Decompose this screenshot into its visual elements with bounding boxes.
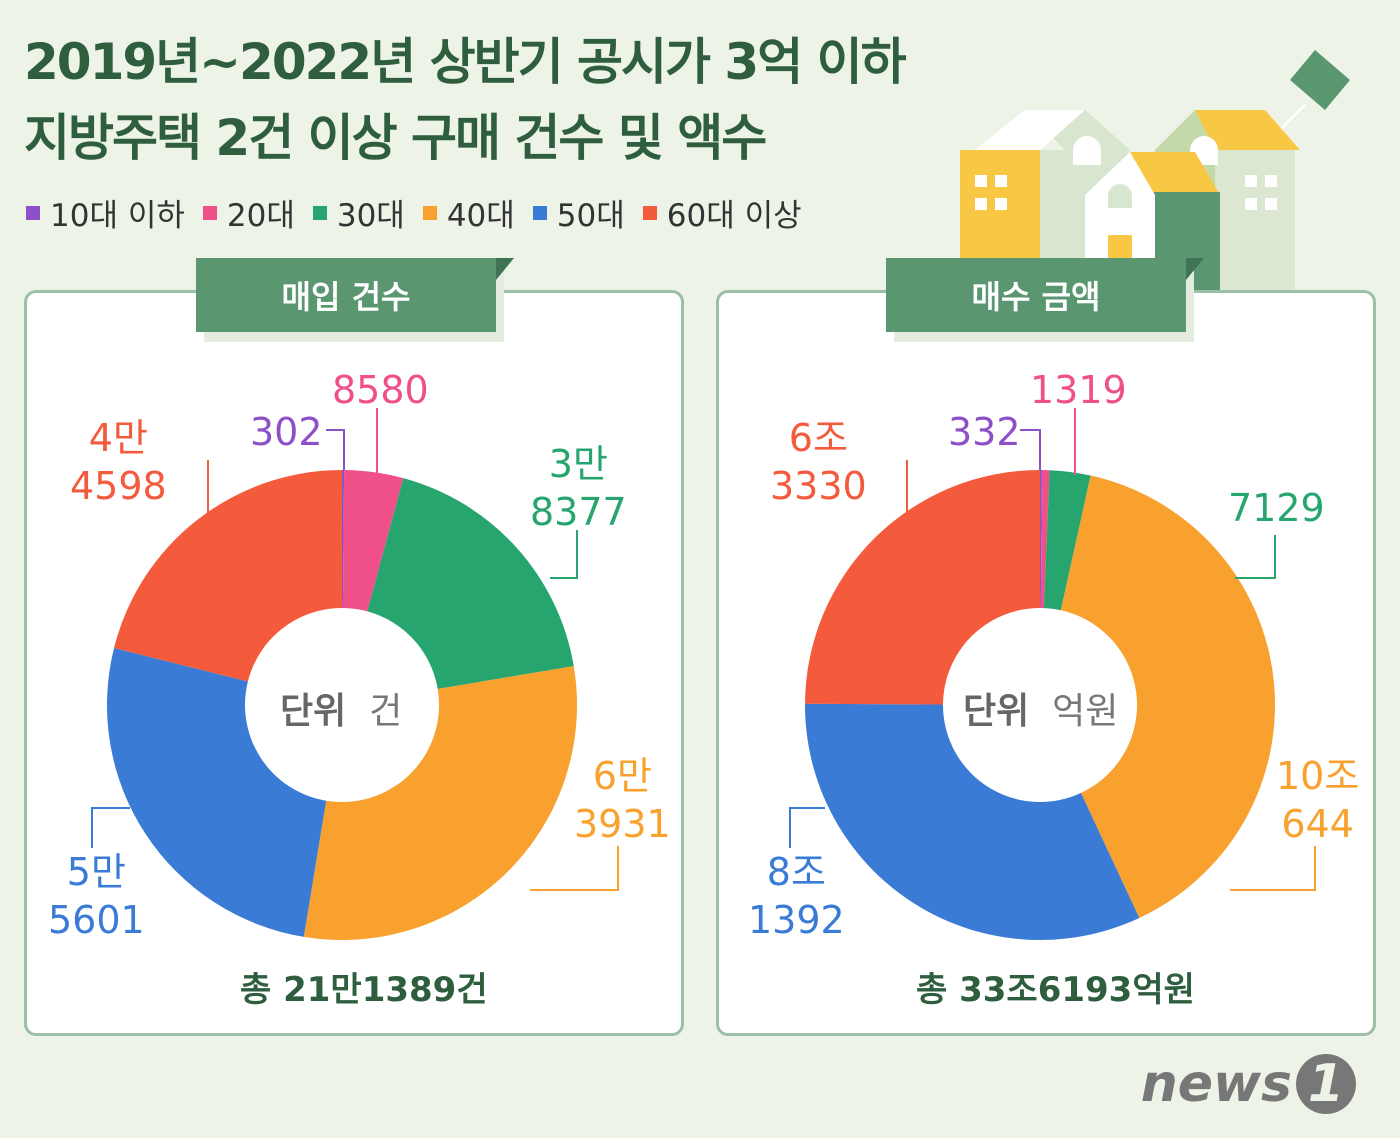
legend-swatch bbox=[26, 205, 40, 220]
legend-swatch bbox=[312, 205, 327, 220]
data-label-line: 4만 bbox=[88, 416, 148, 460]
center-label-count: 단위 건 bbox=[280, 682, 402, 734]
tab-purchase-amount: 매수 금액 bbox=[886, 258, 1204, 332]
data-label-60대 이상: 6조 3330 bbox=[770, 414, 867, 510]
legend-item: 50대 bbox=[532, 190, 625, 235]
data-label-50대: 8조 1392 bbox=[748, 848, 845, 944]
legend-label: 10대 이하 bbox=[50, 198, 185, 234]
legend-item: 40대 bbox=[422, 190, 515, 235]
legend-swatch bbox=[642, 205, 657, 220]
slice-40대 bbox=[1040, 475, 1275, 918]
center-label-amount: 단위 억원 bbox=[963, 682, 1118, 734]
legend-swatch bbox=[422, 205, 437, 220]
legend-item: 20대 bbox=[202, 190, 295, 235]
data-label-10대 이하: 302 bbox=[250, 408, 323, 456]
legend-item: 60대 이상 bbox=[642, 190, 802, 235]
legend-item: 30대 bbox=[312, 190, 405, 235]
leader-line bbox=[530, 846, 619, 891]
legend-label: 50대 bbox=[556, 198, 625, 234]
data-label-line: 644 bbox=[1281, 802, 1354, 846]
legend-label: 30대 bbox=[336, 198, 405, 234]
logo-mark: 1 bbox=[1296, 1054, 1356, 1114]
leader-line bbox=[1230, 846, 1316, 891]
legend: 10대 이하 20대 30대 40대 50대 60대 이상 bbox=[26, 190, 802, 235]
title-line-1: 2019년~2022년 상반기 공시가 3억 이하 bbox=[24, 33, 907, 91]
data-label-line: 8580 bbox=[332, 368, 429, 412]
legend-swatch bbox=[532, 205, 547, 220]
data-label-line: 6조 bbox=[788, 416, 848, 460]
data-label-line: 8377 bbox=[530, 490, 627, 534]
title-line-2: 지방주택 2건 이상 구매 건수 및 액수 bbox=[24, 109, 767, 167]
news1-logo: news 1 bbox=[1141, 1054, 1356, 1114]
data-label-line: 7129 bbox=[1228, 486, 1325, 530]
data-label-line: 332 bbox=[948, 410, 1021, 454]
data-label-40대: 6만 3931 bbox=[574, 752, 671, 848]
leader-line bbox=[550, 530, 578, 579]
unit-key: 단위 bbox=[280, 691, 347, 732]
legend-label: 20대 bbox=[226, 198, 295, 234]
data-label-line: 1392 bbox=[748, 898, 845, 942]
leader-line bbox=[1235, 535, 1276, 579]
leader-line bbox=[789, 807, 825, 848]
leader-line bbox=[91, 807, 130, 848]
data-label-10대 이하: 332 bbox=[948, 408, 1021, 456]
data-label-line: 8조 bbox=[766, 850, 826, 894]
data-label-line: 10조 bbox=[1276, 754, 1360, 798]
logo-text: news bbox=[1140, 1054, 1292, 1114]
data-label-line: 6만 bbox=[592, 754, 652, 798]
donut-hole bbox=[943, 608, 1137, 802]
legend-label: 40대 bbox=[446, 198, 515, 234]
total-count: 총 21만1389건 bbox=[240, 970, 488, 1010]
data-label-line: 3330 bbox=[770, 464, 867, 508]
data-label-40대: 10조 644 bbox=[1276, 752, 1359, 848]
total-amount: 총 33조6193억원 bbox=[916, 970, 1195, 1010]
leader-line bbox=[1020, 429, 1041, 470]
data-label-line: 5601 bbox=[48, 898, 145, 942]
data-label-50대: 5만 5601 bbox=[48, 848, 145, 944]
data-label-line: 3만 bbox=[548, 442, 608, 486]
data-label-line: 1319 bbox=[1030, 368, 1127, 412]
unit-value: 건 bbox=[369, 691, 403, 732]
legend-item: 10대 이하 bbox=[26, 190, 185, 235]
data-label-20대: 8580 bbox=[332, 366, 429, 414]
data-label-30대: 3만 8377 bbox=[530, 440, 627, 536]
legend-swatch bbox=[202, 205, 217, 220]
data-label-line: 302 bbox=[250, 410, 323, 454]
legend-label: 60대 이상 bbox=[666, 198, 802, 234]
unit-key: 단위 bbox=[963, 691, 1030, 732]
data-label-line: 3931 bbox=[574, 802, 671, 846]
donut-hole bbox=[245, 608, 439, 802]
data-label-60대 이상: 4만 4598 bbox=[70, 414, 167, 510]
leader-line bbox=[326, 429, 345, 470]
data-label-line: 5만 bbox=[66, 850, 126, 894]
unit-value: 억원 bbox=[1052, 691, 1119, 732]
data-label-line: 4598 bbox=[70, 464, 167, 508]
data-label-30대: 7129 bbox=[1228, 484, 1325, 532]
data-label-20대: 1319 bbox=[1030, 366, 1127, 414]
tab-purchase-count: 매입 건수 bbox=[196, 258, 514, 332]
